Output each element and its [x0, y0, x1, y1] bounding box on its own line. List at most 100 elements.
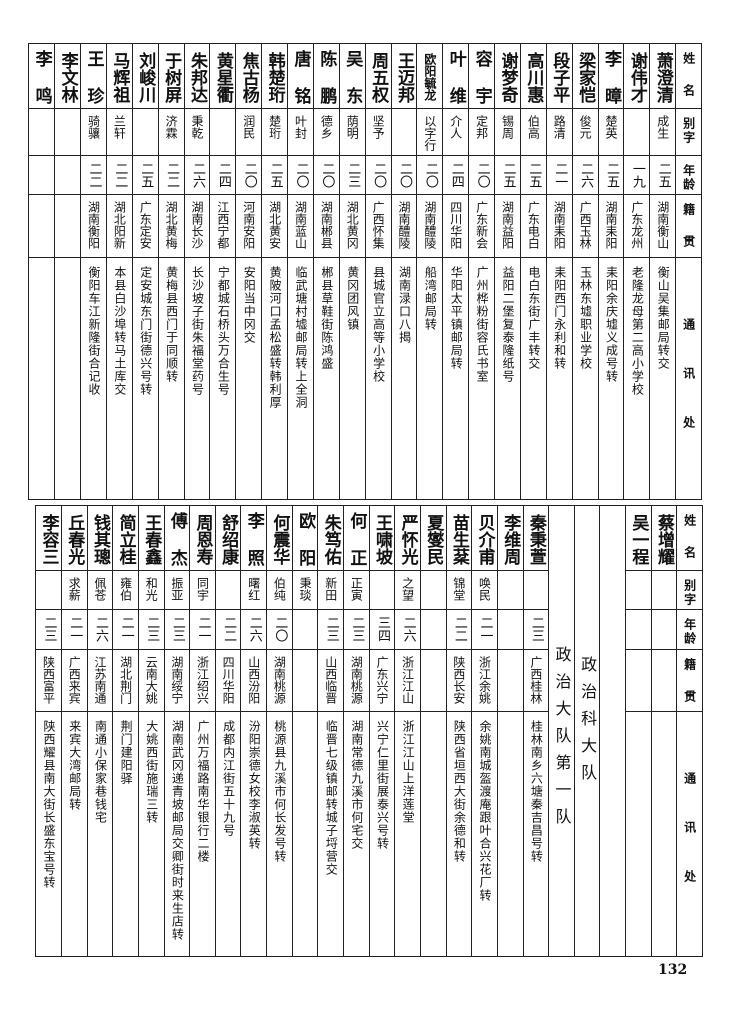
cell-alias: [35, 570, 62, 610]
cell-name: 李照: [240, 505, 268, 571]
cell-address: 郴县草鞋街陈鸿盛: [312, 257, 340, 500]
person-name: 谢梦奇: [497, 51, 518, 103]
cell-name: 李文林: [54, 43, 81, 109]
cell-alias: 荫明: [338, 108, 366, 156]
person-native: 湖南蓝山: [293, 201, 308, 249]
person-name: 欧阳: [295, 512, 316, 566]
person-name: 贝介甫: [474, 513, 495, 565]
person-native: 四川华阳: [221, 656, 236, 704]
person-address: 衡山吴集邮局转交: [656, 266, 671, 370]
person-age: 一九: [629, 162, 645, 188]
cell-alias: 坚予: [364, 108, 392, 156]
person-age: 二三: [169, 616, 185, 642]
cell-alias: 伯高: [519, 108, 547, 156]
roster-table-bottom: 姓名 蔡增耀 吴一程 政治科大队 政治大队第一队 秦秉萱 李维周 贝介甫 苗生棻 夏燮民 严怀光 王啸…: [35, 505, 703, 957]
cell-age: [291, 609, 319, 650]
cell-alias: [368, 570, 396, 610]
cell-native: 山西汾阳: [240, 649, 268, 712]
person-address: 黄陂河口孟松盛转韩利厚: [268, 266, 283, 409]
cell-address: 玉林东墟职业学校: [571, 257, 599, 500]
cell-name: 欧阳: [291, 505, 319, 571]
row-alias: 别字 成生 楚英 俊元 路清 伯高 锡周 定邦 介人 以字行 坚予 荫明 德乡 叶封 楚珩 润民 秉乾 济霖 兰轩骑…: [27, 108, 702, 156]
person-age: 二三: [349, 616, 365, 642]
cell-native: 河南安阳: [235, 194, 263, 258]
row-native: 籍贯 湖南衡山 广东龙州 湖南耒阳 广西玉林 湖南耒阳 广东电白 湖南益阳 广东新会 四川华阳 湖南…: [27, 194, 702, 258]
cell-native: 广东电白: [519, 194, 547, 258]
cell-native: 江西宁都: [209, 194, 237, 258]
cell-age: [496, 609, 524, 650]
cell-alias: [209, 108, 237, 156]
cell-address: [291, 711, 319, 957]
person-age: 二二: [112, 162, 128, 188]
cell-age: 二三: [343, 609, 370, 650]
cell-age: 二一: [545, 155, 573, 195]
person-address: 临晋七级镇邮转城子埒营交: [324, 720, 339, 876]
header-cell-native: 籍贯: [676, 649, 703, 712]
person-alias: 雍伯: [118, 577, 133, 601]
cell-alias: 济霖: [157, 108, 185, 156]
person-alias: 成生: [655, 115, 670, 139]
person-name: 李文林: [57, 51, 78, 103]
cell-address: 宁都城石桥头万合生号: [209, 257, 237, 500]
cell-address: 县城官立高等小学校: [364, 257, 392, 500]
cell-name: 傅杰: [163, 505, 191, 571]
cell-alias: [27, 108, 56, 156]
cell-address: 荆门建阳驿: [112, 711, 139, 957]
person-address: 船湾邮局转: [423, 266, 438, 331]
cell-alias: 介人: [442, 108, 470, 156]
cell-alias: 秉琰: [291, 570, 319, 610]
person-address: 临武塘村墟邮局转上全洞: [293, 266, 308, 409]
cell-native: 湖南郴县: [312, 194, 340, 258]
cell-alias: [625, 570, 652, 610]
cell-name: 叶维: [442, 43, 470, 109]
cell-address: 临武塘村墟邮局转上全洞: [287, 257, 314, 500]
person-native: 湖北黄冈: [345, 201, 360, 249]
person-age: 二六: [400, 616, 416, 642]
person-name: 何震华: [269, 513, 290, 565]
cell-alias: 佩苍: [86, 570, 114, 610]
person-name: 钱其璁: [89, 513, 110, 565]
cell-alias: 正寅: [343, 570, 370, 610]
person-name: 苗生棻: [448, 513, 469, 565]
cell-alias: 骑骧: [80, 108, 107, 156]
person-native: 湖北阳新: [112, 201, 127, 249]
cell-native: 湖南绥宁: [163, 649, 191, 712]
cell-address: 衡阳车江新隆街合记收: [80, 257, 107, 500]
cell-address: 陕西耀县南大街长盛东宝号转: [35, 711, 62, 957]
person-native: 广东新会: [474, 201, 489, 249]
person-native: 浙江绍兴: [195, 656, 210, 704]
person-age: 二〇: [293, 162, 309, 188]
cell-alias: 楚珩: [261, 108, 288, 156]
cell-name: 吴一程: [625, 505, 652, 571]
header-cell-native: 籍贯: [675, 194, 702, 258]
person-alias: 介人: [448, 115, 463, 139]
cell-address: 定安城东门街德兴号转: [131, 257, 159, 500]
cell-age: 二四: [209, 155, 237, 195]
cell-age: 二二: [80, 155, 107, 195]
cell-address: 成都内江街五十九号: [214, 711, 242, 957]
cell-name: 丘春光: [60, 505, 88, 571]
cell-name: 朱邦达: [183, 43, 211, 109]
cell-native: [291, 649, 319, 712]
person-name: 黄星衢: [212, 51, 233, 103]
person-age: 二一: [552, 162, 568, 188]
person-address: 余姚南城盔渡庵跟叶合兴花厂转: [478, 720, 493, 902]
cell-alias: 俊元: [571, 108, 599, 156]
person-name: 李暲: [600, 50, 621, 104]
person-alias: 德乡: [319, 115, 334, 139]
person-age: 二五: [500, 162, 516, 188]
person-age: 二三: [323, 616, 339, 642]
cell-age: 二一: [471, 609, 498, 650]
cell-alias: 叶封: [287, 108, 314, 156]
cell-address: [419, 711, 447, 957]
person-name: 李容三: [38, 513, 59, 565]
cell-address: [27, 257, 56, 500]
person-name: 萧澄清: [652, 51, 673, 103]
cell-native: [496, 649, 524, 712]
person-address: 长沙坡子街朱福堂药号: [190, 266, 205, 396]
cell-alias: 兰轩: [105, 108, 133, 156]
cell-name: 欧阳毓龙: [416, 43, 444, 109]
cell-address: 黄冈团风镇: [338, 257, 366, 500]
cell-native: 湖南衡阳: [80, 194, 107, 258]
cell-native: 浙江绍兴: [189, 649, 216, 712]
